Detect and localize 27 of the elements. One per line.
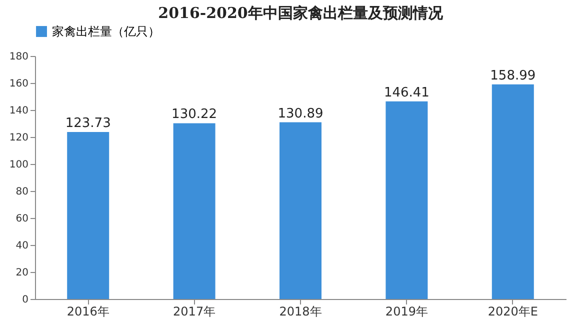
x-tick-label: 2018年: [279, 304, 322, 318]
data-label: 130.89: [278, 106, 324, 122]
bar: [492, 84, 534, 299]
y-tick-label: 180: [9, 52, 28, 62]
data-label: 158.99: [490, 68, 536, 84]
bar: [67, 132, 110, 299]
y-tick-label: 0: [22, 294, 28, 306]
bar: [173, 123, 216, 299]
x-tick-label: 2019年: [385, 304, 428, 318]
y-tick-label: 60: [16, 214, 28, 224]
x-tick-label: 2017年: [173, 304, 216, 318]
y-tick-label: 160: [9, 78, 28, 90]
y-tick-label: 80: [16, 186, 28, 198]
y-tick-label: 120: [9, 132, 28, 144]
x-tick-label: 2016年: [66, 304, 110, 318]
data-label: 146.41: [384, 85, 430, 100]
y-tick-label: 140: [9, 106, 28, 116]
data-label: 130.22: [172, 107, 218, 122]
y-tick-label: 100: [9, 160, 28, 170]
bar: [386, 101, 428, 299]
y-tick-label: 20: [16, 268, 28, 278]
legend-label: 家禽出栏量（亿只）: [52, 24, 160, 38]
data-label: 123.73: [65, 116, 111, 131]
chart-title: 2016-2020年中国家禽出栏量及预测情况: [158, 4, 444, 22]
y-tick-label: 40: [16, 240, 28, 252]
x-tick-label: 2020年E: [488, 304, 538, 318]
bar: [280, 122, 322, 299]
